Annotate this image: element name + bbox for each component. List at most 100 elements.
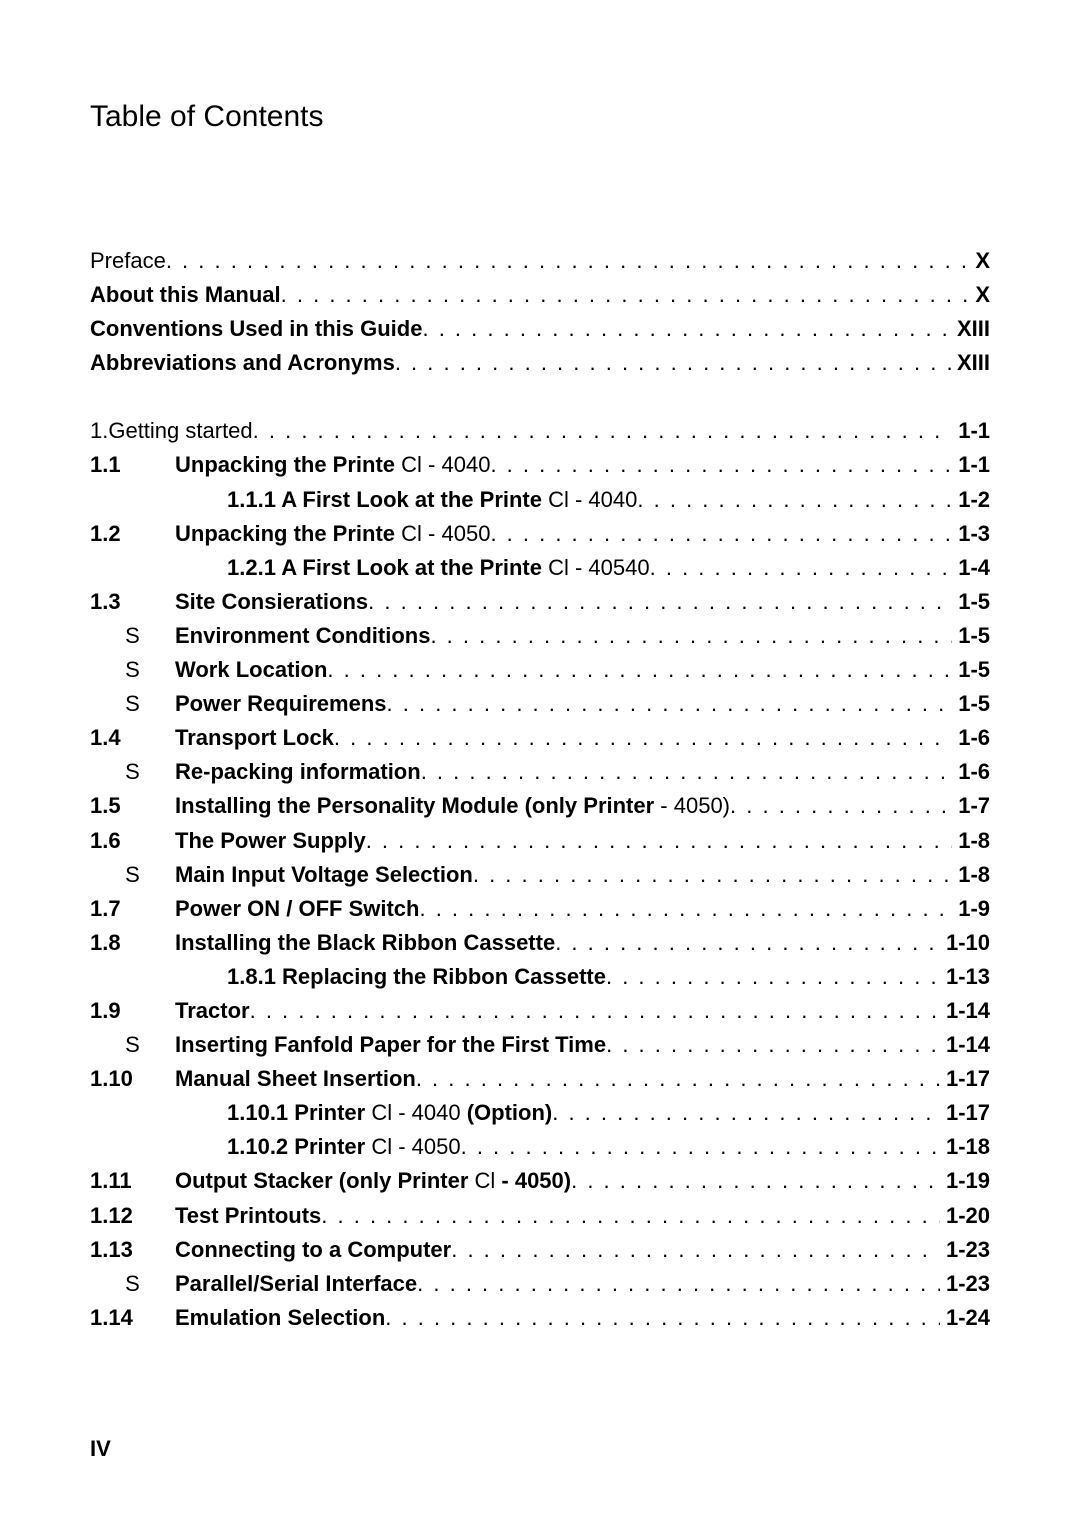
toc-entry: 1.1Unpacking the Printe Cl - 4040 1-1 <box>90 448 990 482</box>
toc-entry: 1.8.1 Replacing the Ribbon Cassette1-13 <box>90 960 990 994</box>
toc-leader <box>650 551 953 585</box>
toc-label: Re-packing information <box>175 755 421 789</box>
toc-page: 1-5 <box>952 687 990 721</box>
toc-entry: Abbreviations and AcronymsXIII <box>90 346 990 380</box>
toc-page: X <box>969 278 990 312</box>
toc-bullet: S <box>90 1267 175 1301</box>
toc-number: 1.1 <box>90 448 175 482</box>
toc-bullet: S <box>90 653 175 687</box>
toc-page: 1-13 <box>940 960 990 994</box>
toc-entry: 1.9Tractor 1-14 <box>90 994 990 1028</box>
toc-page: 1-1 <box>952 448 990 482</box>
toc-entry: SRe-packing information 1-6 <box>90 755 990 789</box>
toc-label: Inserting Fanfold Paper for the First Ti… <box>175 1028 606 1062</box>
toc-label: Unpacking the Printe Cl - 4050 <box>175 517 490 551</box>
toc-leader <box>606 960 940 994</box>
toc-leader <box>368 585 952 619</box>
toc-entry: SParallel/Serial Interface1-23 <box>90 1267 990 1301</box>
toc-entry: 1.10.2 Printer Cl - 40501-18 <box>90 1130 990 1164</box>
toc-page: X <box>969 244 990 278</box>
toc-bullet: S <box>90 755 175 789</box>
toc-leader <box>250 994 940 1028</box>
toc-bullet: S <box>90 619 175 653</box>
toc-label: 1.10.1 Printer Cl - 4040 (Option) <box>227 1096 552 1130</box>
toc-label: Emulation Selection <box>175 1301 385 1335</box>
toc-entry: 1.10Manual Sheet Insertion1-17 <box>90 1062 990 1096</box>
toc-label: Transport Lock <box>175 721 334 755</box>
toc-number: 1.5 <box>90 789 175 823</box>
toc-page: 1-6 <box>952 721 990 755</box>
toc-number: 1.8 <box>90 926 175 960</box>
toc-leader <box>451 1233 940 1267</box>
toc-leader <box>571 1164 940 1198</box>
toc-number: 1.10 <box>90 1062 175 1096</box>
toc-page: 1-14 <box>940 994 990 1028</box>
toc-leader <box>552 1096 940 1130</box>
toc-label: Test Printouts <box>175 1199 321 1233</box>
toc-label: Environment Conditions <box>175 619 430 653</box>
toc-leader <box>417 1267 940 1301</box>
toc-page: XIII <box>951 312 990 346</box>
toc-page: 1-6 <box>952 755 990 789</box>
toc-gap <box>90 380 990 414</box>
toc-page: 1-17 <box>940 1062 990 1096</box>
toc-leader <box>419 892 952 926</box>
toc-leader <box>166 244 969 278</box>
toc-page: 1-8 <box>952 858 990 892</box>
toc-entry: 1.3Site Consierations1-5 <box>90 585 990 619</box>
toc-page: 1-10 <box>940 926 990 960</box>
toc-label: Preface <box>90 244 166 278</box>
toc-label: Output Stacker (only Printer Cl - 4050) <box>175 1164 571 1198</box>
toc-label: Tractor <box>175 994 250 1028</box>
toc-entry: SEnvironment Conditions1-5 <box>90 619 990 653</box>
toc-page: 1-14 <box>940 1028 990 1062</box>
toc-entry: 1.6The Power Supply1-8 <box>90 824 990 858</box>
toc-bullet: S <box>90 1028 175 1062</box>
toc-number: 1.13 <box>90 1233 175 1267</box>
toc-label: Unpacking the Printe Cl - 4040 <box>175 448 490 482</box>
toc-label: Site Consierations <box>175 585 368 619</box>
toc-page: 1-1 <box>952 414 990 448</box>
toc-entry: 1.5Installing the Personality Module (on… <box>90 789 990 823</box>
toc-label: About this Manual <box>90 278 281 312</box>
toc-entry: 1.8Installing the Black Ribbon Cassette 1… <box>90 926 990 960</box>
toc-entry: SMain Input Voltage Selection1-8 <box>90 858 990 892</box>
toc-page: 1-23 <box>940 1233 990 1267</box>
toc-label: 1.1.1 A First Look at the Printe Cl - 40… <box>227 483 637 517</box>
toc-leader <box>387 687 953 721</box>
toc-number: 1.4 <box>90 721 175 755</box>
toc-page: 1-20 <box>940 1199 990 1233</box>
toc-entry: 1.4Transport Lock 1-6 <box>90 721 990 755</box>
toc-label: The Power Supply <box>175 824 366 858</box>
toc-page: 1-3 <box>952 517 990 551</box>
toc-entry: Preface X <box>90 244 990 278</box>
toc-leader <box>416 1062 940 1096</box>
toc-page: 1-2 <box>952 483 990 517</box>
toc-page: 1-23 <box>940 1267 990 1301</box>
toc-label: 1.10.2 Printer Cl - 4050 <box>227 1130 461 1164</box>
toc-leader <box>461 1130 940 1164</box>
toc-label: 1.Getting started <box>90 414 253 448</box>
toc-entry: SWork Location1-5 <box>90 653 990 687</box>
toc-entry: 1.1.1 A First Look at the Printe Cl - 40… <box>90 483 990 517</box>
toc-label: 1.2.1 A First Look at the Printe Cl - 40… <box>227 551 650 585</box>
toc-entry: 1.12Test Printouts1-20 <box>90 1199 990 1233</box>
toc-leader <box>334 721 952 755</box>
toc-page: 1-24 <box>940 1301 990 1335</box>
toc-entry: 1.Getting started 1-1 <box>90 414 990 448</box>
toc-label: Installing the Black Ribbon Cassette <box>175 926 555 960</box>
toc-leader <box>327 653 952 687</box>
toc-number: 1.11 <box>90 1164 175 1198</box>
toc-page: 1-9 <box>952 892 990 926</box>
toc-label: Connecting to a Computer <box>175 1233 451 1267</box>
toc-page: 1-7 <box>952 789 990 823</box>
toc-page: 1-5 <box>952 653 990 687</box>
toc-number: 1.14 <box>90 1301 175 1335</box>
toc-number: 1.9 <box>90 994 175 1028</box>
toc-leader <box>473 858 952 892</box>
toc-body: Preface X About this Manual X Conventions Us… <box>90 244 990 1335</box>
toc-label: Installing the Personality Module (only … <box>175 789 730 823</box>
toc-page: 1-8 <box>952 824 990 858</box>
toc-entry: About this Manual X <box>90 278 990 312</box>
toc-label: Conventions Used in this Guide <box>90 312 422 346</box>
